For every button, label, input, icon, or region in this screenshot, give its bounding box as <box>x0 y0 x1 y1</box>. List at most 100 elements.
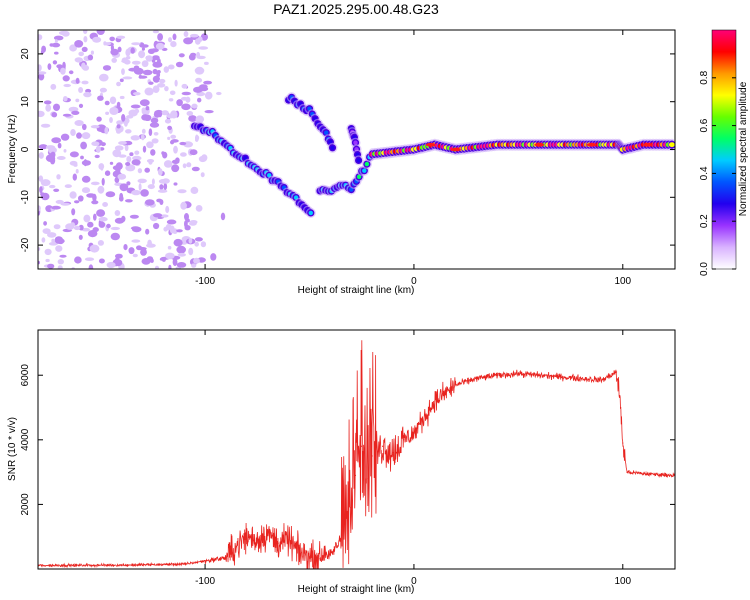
spectrogram-noise-blob <box>141 60 149 68</box>
spectrogram-noise-blob <box>83 36 88 43</box>
spectrogram-noise-blob <box>51 112 58 118</box>
snr-data-point <box>620 406 622 409</box>
spectrogram-noise-blob <box>97 95 104 101</box>
spectrogram-noise-blob <box>174 79 178 87</box>
spectrogram-noise-blob <box>141 128 146 134</box>
snr-x-axis-label: Height of straight line (km) <box>298 584 415 595</box>
spectrogram-noise-blob <box>183 37 194 45</box>
spectrogram-noise-blob <box>72 173 78 181</box>
spectrogram-noise-blob <box>157 83 166 88</box>
spectrogram-noise-blob <box>191 103 198 109</box>
spectrogram-noise-blob <box>114 145 124 151</box>
snr-data-point <box>277 542 279 544</box>
snr-data-point <box>626 471 628 473</box>
colorbar-tick-label: 0.2 <box>699 214 710 228</box>
spectrogram-noise-blob <box>145 106 150 111</box>
spectrogram-noise-blob <box>80 155 84 160</box>
spectrogram-noise-blob <box>38 110 45 118</box>
snr-data-point <box>308 556 311 558</box>
spectrogram-noise-blob <box>148 81 154 85</box>
snr-data-point <box>496 374 499 376</box>
spectrogram-core <box>362 168 367 173</box>
spectrogram-noise-blob <box>180 201 187 210</box>
spectrogram-noise-blob <box>169 90 176 96</box>
spectrogram-noise-blob <box>89 244 100 253</box>
spectrogram-noise-blob <box>109 96 117 105</box>
spectrogram-noise-blob <box>179 141 187 146</box>
spectrogram-noise-blob <box>102 202 108 207</box>
spectrogram-noise-blob <box>69 191 77 199</box>
snr-data-point <box>256 539 258 541</box>
spectrogram-noise-blob <box>131 42 141 46</box>
snr-x-tick-label: 0 <box>411 576 417 587</box>
spectrogram-noise-blob <box>55 199 64 204</box>
spectrogram-noise-blob <box>75 98 80 103</box>
spectrogram-track-main-descending-track <box>189 121 316 218</box>
spectrogram-noise-blob <box>195 205 203 212</box>
spectrogram-noise-blob <box>197 97 202 103</box>
spectrogram-noise-blob <box>131 159 141 166</box>
spectrogram-noise-blob <box>74 40 84 48</box>
spectrogram-noise-blob <box>153 213 163 218</box>
spectrogram-noise-blob <box>38 175 44 182</box>
spectrogram-noise-blob <box>131 60 141 65</box>
spectrogram-noise-blob <box>60 67 66 75</box>
spectrogram-noise-blob <box>91 141 100 146</box>
spectrogram-noise-blob <box>98 216 108 222</box>
snr-data-point <box>350 507 352 509</box>
spectrogram-noise-blob <box>161 110 169 116</box>
spectrogram-noise-blob <box>157 189 168 193</box>
spectrogram-noise-blob <box>81 175 91 183</box>
spectrogram-noise-blob <box>96 209 106 217</box>
snr-data-point <box>517 373 519 375</box>
snr-data-point <box>382 445 384 447</box>
spectrogram-noise-blob <box>196 91 206 97</box>
spectrogram-noise-blob <box>123 119 128 127</box>
spectrogram-core <box>308 210 313 216</box>
snr-y-axis-label: SNR (10 * v/v) <box>7 417 18 481</box>
spectrogram-noise-blob <box>159 184 164 190</box>
spectrogram-noise-blob <box>80 141 87 150</box>
spectrogram-noise-blob <box>41 237 46 243</box>
spectrogram-noise-blob <box>47 263 55 269</box>
spectrogram-noise-blob <box>97 240 104 246</box>
colorbar-tick-label: 0.6 <box>699 118 710 132</box>
spectrogram-noise-blob <box>150 117 159 124</box>
spectrogram-noise-blob <box>176 262 187 268</box>
spectrogram-noise-blob <box>63 83 71 88</box>
spectrogram-noise-blob <box>145 55 153 62</box>
spectrogram-noise-blob <box>42 228 51 235</box>
spectrogram-core <box>330 145 335 150</box>
spectrogram-noise-blob <box>200 241 207 248</box>
spectrogram-noise-blob <box>96 116 102 122</box>
spectrogram-noise-blob <box>170 134 177 139</box>
snr-data-point <box>288 539 290 541</box>
spectrogram-noise-blob <box>74 120 84 126</box>
spectrogram-noise-blob <box>131 239 141 243</box>
spectrogram-noise-blob <box>157 33 164 41</box>
snr-data-point <box>225 557 227 559</box>
spectrogram-noise-blob <box>53 224 61 230</box>
spectrogram-x-tick-label: -100 <box>195 276 215 287</box>
spectrogram-noise-blob <box>116 101 121 108</box>
spectrogram-noise-blob <box>137 168 143 174</box>
spectrogram-track-stable-carrier-band <box>368 138 675 161</box>
spectrogram-noise-blob <box>49 184 56 189</box>
spectrogram-noise-blob <box>132 253 138 258</box>
spectrogram-noise-blob <box>90 125 100 129</box>
spectrogram-noise-blob <box>97 185 105 194</box>
spectrogram-noise-blob <box>109 161 114 165</box>
spectrogram-noise-blob <box>142 69 153 76</box>
spectrogram-noise-blob <box>96 30 105 35</box>
spectrogram-noise-blob <box>125 48 131 57</box>
spectrogram-noise-blob <box>148 128 153 136</box>
spectrogram-noise-blob <box>44 248 52 256</box>
spectrogram-noise-blob <box>189 149 198 156</box>
spectrogram-noise-blob <box>78 103 84 108</box>
spectrogram-x-ticks: -100 0 100 <box>195 30 632 287</box>
spectrogram-noise-blob <box>110 232 121 241</box>
spectrogram-noise-blob <box>200 172 205 178</box>
spectrogram-noise-blob <box>71 208 76 216</box>
spectrogram-noise-blob <box>51 42 61 48</box>
spectrogram-noise-blob <box>116 129 121 134</box>
